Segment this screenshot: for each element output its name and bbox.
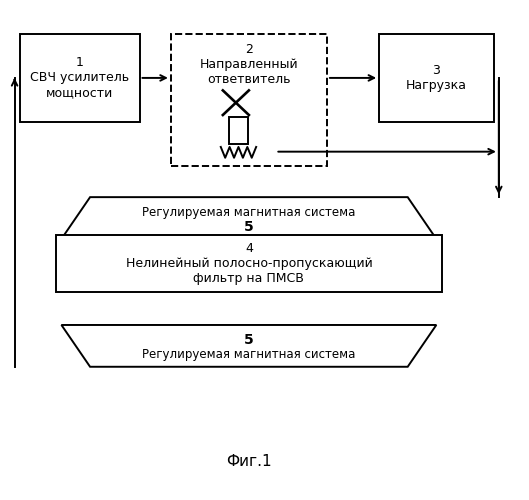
Text: 5: 5 — [244, 333, 254, 347]
Bar — [379, 34, 494, 122]
Text: 4
Нелинейный полосно-пропускающий
фильтр на ПМСВ: 4 Нелинейный полосно-пропускающий фильтр… — [125, 242, 372, 285]
Text: 5: 5 — [244, 220, 254, 234]
Text: 1
СВЧ усилитель
мощности: 1 СВЧ усилитель мощности — [30, 56, 129, 100]
Text: Фиг.1: Фиг.1 — [226, 454, 272, 469]
Bar — [20, 34, 140, 122]
Text: 3
Нагрузка: 3 Нагрузка — [406, 64, 467, 92]
Polygon shape — [61, 197, 436, 239]
Text: 2
Направленный
ответвитель: 2 Направленный ответвитель — [199, 42, 298, 86]
Bar — [171, 34, 327, 166]
Bar — [229, 118, 248, 144]
Bar — [56, 235, 442, 292]
Text: Регулируемая магнитная система: Регулируемая магнитная система — [142, 348, 355, 361]
Text: Регулируемая магнитная система: Регулируемая магнитная система — [142, 206, 355, 218]
Polygon shape — [61, 325, 436, 367]
